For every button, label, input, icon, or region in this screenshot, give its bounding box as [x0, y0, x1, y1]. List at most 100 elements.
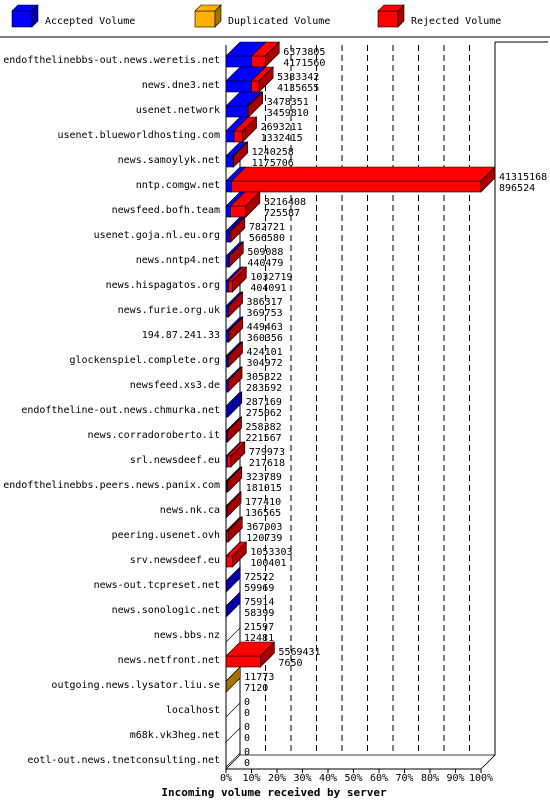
server-label: glockenspiel.complete.org — [69, 355, 220, 366]
legend-swatch-rejected-volume — [377, 4, 405, 28]
total-volume-label: 5569431 — [278, 647, 320, 658]
total-volume-label: 258382 — [246, 422, 282, 433]
legend: Accepted Volume Duplicated Volume Rejected… — [11, 4, 501, 28]
bar-empty — [225, 727, 241, 743]
server-label: news.bbs.nz — [154, 630, 220, 641]
total-volume-label: 72522 — [244, 572, 274, 583]
server-label: news.samoylyk.net — [118, 155, 220, 166]
accepted-volume-label: 7650 — [278, 658, 302, 669]
server-label: outgoing.news.lysator.liu.se — [51, 680, 220, 691]
server-label: srv.newsdeef.eu — [130, 555, 220, 566]
server-label: news.corradoroberto.it — [88, 430, 220, 441]
server-label: endofthelinebbs-out.news.weretis.net — [3, 55, 220, 66]
total-volume-label: 21597 — [244, 622, 274, 633]
total-volume-label: 1032719 — [250, 272, 292, 283]
bar-rejected — [228, 216, 246, 243]
bar-duplicated — [225, 666, 241, 693]
accepted-volume-label: 58399 — [244, 608, 274, 619]
server-label: news.sonologic.net — [112, 605, 220, 616]
server-label: news.dne3.net — [142, 80, 220, 91]
accepted-volume-label: 440479 — [247, 258, 283, 269]
bar-rejected — [251, 41, 280, 68]
accepted-volume-label: 1175706 — [252, 158, 294, 169]
bar-rejected — [226, 516, 244, 543]
x-tick-label: 30% — [293, 773, 311, 784]
bar-rejected — [227, 366, 243, 393]
bar-rejected — [227, 291, 244, 318]
accepted-volume-label: 896524 — [499, 183, 535, 194]
total-volume-label: 6373805 — [283, 47, 325, 58]
accepted-volume-label: 100401 — [250, 558, 286, 569]
bar-rejected — [233, 116, 258, 143]
bar-empty — [225, 752, 241, 768]
bar-empty — [225, 702, 241, 718]
x-tick-label: 70% — [395, 773, 413, 784]
total-volume-label: 305822 — [246, 372, 282, 383]
x-tick-label: 80% — [421, 773, 439, 784]
accepted-volume-label: 283592 — [246, 383, 282, 394]
total-volume-label: 177410 — [245, 497, 281, 508]
x-tick-label: 100% — [469, 773, 493, 784]
bar-accepted — [225, 391, 243, 418]
bar-rejected — [232, 141, 249, 168]
total-volume-label: 367003 — [246, 522, 282, 533]
bar-rejected — [226, 491, 242, 518]
server-label: newsfeed.bofh.team — [112, 205, 220, 216]
bar-rejected — [225, 541, 248, 568]
accepted-volume-label: 59969 — [244, 583, 274, 594]
accepted-volume-label: 360356 — [247, 333, 283, 344]
bar-accepted — [225, 566, 241, 593]
accepted-volume-label: 0 — [244, 758, 250, 769]
server-label: srl.newsdeef.eu — [130, 455, 220, 466]
accepted-volume-label: 3459810 — [267, 108, 309, 119]
server-label: news.nntp4.net — [136, 255, 220, 266]
total-volume-label: 41315168 — [499, 172, 547, 183]
legend-label: Duplicated Volume — [228, 16, 330, 27]
total-volume-label: 779973 — [249, 447, 285, 458]
accepted-volume-label: 120739 — [246, 533, 282, 544]
accepted-volume-label: 304972 — [247, 358, 283, 369]
total-volume-label: 449463 — [247, 322, 283, 333]
total-volume-label: 0 — [244, 722, 250, 733]
bar-empty — [225, 627, 241, 643]
accepted-volume-label: 725587 — [264, 208, 300, 219]
accepted-volume-label: 181015 — [246, 483, 282, 494]
bar-rejected — [227, 266, 248, 293]
total-volume-label: 1240258 — [252, 147, 294, 158]
server-label: news.nk.ca — [160, 505, 220, 516]
bar-rejected — [227, 316, 244, 343]
accepted-volume-label: 221567 — [246, 433, 282, 444]
x-tick-label: 40% — [319, 773, 337, 784]
server-label: usenet.network — [136, 105, 220, 116]
server-label: endoftheline-out.news.chmurka.net — [21, 405, 220, 416]
accepted-volume-label: 4171560 — [283, 58, 325, 69]
server-label: newsfeed.xs3.de — [130, 380, 220, 391]
server-label: m68k.vk3heg.net — [130, 730, 220, 741]
server-label: nntp.comgw.net — [136, 180, 220, 191]
server-label: news.furie.org.uk — [118, 305, 220, 316]
accepted-volume-label: 275062 — [246, 408, 282, 419]
accepted-volume-label: 0 — [244, 733, 250, 744]
accepted-volume-label: 217618 — [249, 458, 285, 469]
bar-rejected — [246, 91, 264, 118]
server-label: news.hispagatos.org — [106, 280, 220, 291]
accepted-volume-label: 404091 — [250, 283, 286, 294]
total-volume-label: 2693211 — [261, 122, 303, 133]
x-tick-label: 50% — [344, 773, 362, 784]
server-label: localhost — [166, 705, 220, 716]
server-label: news.netfront.net — [118, 655, 220, 666]
accepted-volume-label: 12481 — [244, 633, 274, 644]
total-volume-label: 11773 — [244, 672, 274, 683]
accepted-volume-label: 369753 — [247, 308, 283, 319]
accepted-volume-label: 7120 — [244, 683, 268, 694]
bar-rejected — [229, 191, 261, 218]
x-axis: 0% 10% 20% 30% 40% 50% 60% 70% 80% 90% 100% — [220, 768, 493, 784]
server-label: usenet.goja.nl.eu.org — [94, 230, 220, 241]
server-label: usenet.blueworldhosting.com — [57, 130, 220, 141]
total-volume-label: 75914 — [244, 597, 274, 608]
server-label: 194.87.241.33 — [142, 330, 220, 341]
total-volume-label: 287169 — [246, 397, 282, 408]
total-volume-label: 386317 — [247, 297, 283, 308]
legend-swatch-duplicated-volume — [194, 4, 222, 28]
